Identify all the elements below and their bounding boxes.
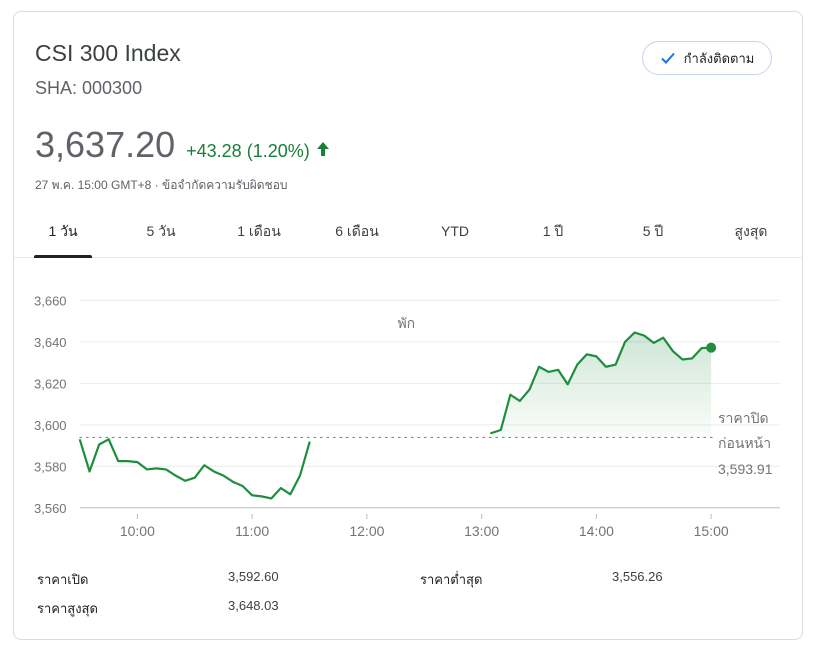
up-arrow-icon xyxy=(316,141,330,162)
y-tick-label: 3,620 xyxy=(34,376,67,391)
active-tab-indicator xyxy=(34,255,92,258)
y-tick-label: 3,640 xyxy=(34,335,67,350)
meta-separator: · xyxy=(154,178,159,192)
previous-close-label-line2: ก่อนหน้า xyxy=(718,435,771,451)
tab-5-years[interactable]: 5 ปี xyxy=(642,223,664,239)
y-tick-label: 3,600 xyxy=(34,418,67,433)
morning-series-line xyxy=(78,438,311,500)
x-tick-label: 14:00 xyxy=(579,523,614,539)
afternoon-area-fill xyxy=(491,332,712,438)
tab-5-days[interactable]: 5 วัน xyxy=(146,223,176,239)
low-value: 3,556.26 xyxy=(612,569,663,584)
x-tick-label: 11:00 xyxy=(235,523,269,539)
last-price-point xyxy=(706,342,717,353)
y-tick-label: 3,580 xyxy=(34,459,67,474)
tab-6-months[interactable]: 6 เดือน xyxy=(335,223,379,239)
high-label: ราคาสูงสุด xyxy=(37,601,98,616)
previous-close-value: 3,593.91 xyxy=(718,461,773,477)
tab-max[interactable]: สูงสุด xyxy=(734,223,768,239)
stock-card: CSI 300 Index SHA: 000300 กำลังติดตาม 3,… xyxy=(13,11,803,640)
tab-1-day[interactable]: 1 วัน xyxy=(48,223,78,239)
x-tick-label: 10:00 xyxy=(120,523,155,539)
index-title: CSI 300 Index xyxy=(35,40,181,66)
ticker-symbol: SHA: 000300 xyxy=(35,78,143,98)
current-price: 3,637.20 xyxy=(35,124,176,165)
range-tabs: 1 วัน 5 วัน 1 เดือน 6 เดือน YTD 1 ปี 5 ป… xyxy=(14,208,802,258)
y-tick-label: 3,560 xyxy=(34,501,67,516)
quote-datetime: 27 พ.ค. 15:00 GMT+8 xyxy=(35,178,152,192)
open-value: 3,592.60 xyxy=(228,569,279,584)
open-label: ราคาเปิด xyxy=(37,572,89,587)
price-row: 3,637.20 +43.28 (1.20%) xyxy=(35,124,330,166)
disclaimer-link[interactable]: ข้อจำกัดความรับผิดชอบ xyxy=(162,178,288,192)
quote-meta: 27 พ.ค. 15:00 GMT+8 · ข้อจำกัดความรับผิด… xyxy=(35,176,288,195)
following-button[interactable]: กำลังติดตาม xyxy=(642,41,772,75)
previous-close-label-line1: ราคาปิด xyxy=(718,410,769,426)
x-tick-label: 13:00 xyxy=(464,523,499,539)
tab-ytd[interactable]: YTD xyxy=(441,223,469,239)
y-tick-label: 3,660 xyxy=(34,293,67,308)
x-tick-label: 12:00 xyxy=(349,523,384,539)
high-value: 3,648.03 xyxy=(228,598,279,613)
x-tick-label: 15:00 xyxy=(694,523,729,539)
low-label: ราคาต่ำสุด xyxy=(420,572,483,587)
checkmark-icon xyxy=(660,52,675,64)
price-change: +43.28 (1.20%) xyxy=(186,141,310,161)
tab-1-year[interactable]: 1 ปี xyxy=(542,223,564,239)
afternoon-series-line xyxy=(490,331,713,435)
intraday-chart[interactable]: 3,660 3,640 3,620 3,600 3,580 3,560 10:00 11:00… xyxy=(0,0,821,560)
tab-1-month[interactable]: 1 เดือน xyxy=(237,223,281,239)
lunch-break-label: พัก xyxy=(397,315,415,331)
following-label: กำลังติดตาม xyxy=(683,50,755,66)
